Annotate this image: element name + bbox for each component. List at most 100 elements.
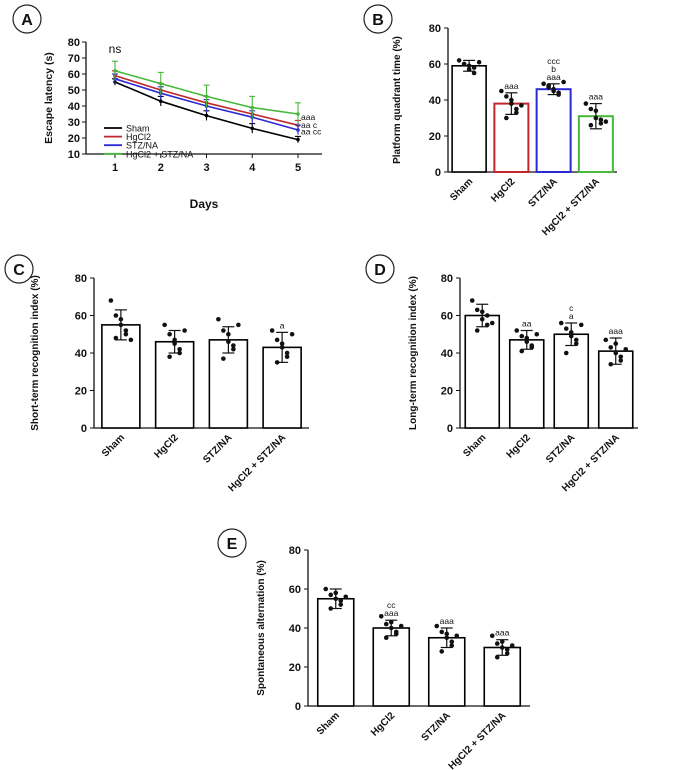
- individual-point: [514, 110, 519, 115]
- bar: [553, 333, 590, 429]
- individual-point: [338, 598, 344, 603]
- individual-point: [118, 322, 124, 328]
- y-tick-label: 20: [429, 131, 441, 143]
- significance-label: aaa: [384, 608, 398, 618]
- panel-label-c: C: [13, 262, 25, 279]
- individual-point: [598, 117, 604, 123]
- individual-point: [494, 641, 500, 646]
- individual-point: [226, 339, 231, 345]
- individual-point: [509, 101, 514, 106]
- x-tick-label: Sham: [448, 176, 475, 203]
- individual-point: [563, 350, 569, 356]
- y-tick-label: 20: [68, 133, 80, 145]
- individual-point: [613, 341, 619, 346]
- individual-point: [388, 619, 394, 625]
- x-axis-title: Days: [190, 197, 219, 211]
- y-tick-label: 0: [447, 423, 453, 435]
- y-tick-label: 40: [289, 623, 301, 635]
- x-tick-label: HgCl2: [153, 432, 182, 461]
- individual-point: [504, 647, 510, 652]
- data-point: [250, 126, 255, 131]
- individual-point: [449, 643, 455, 648]
- y-tick-label: 20: [75, 386, 87, 398]
- individual-point: [608, 361, 614, 367]
- y-axis-title: Platform quadrant time (%): [392, 36, 403, 164]
- bar: [464, 314, 501, 429]
- bar: [427, 636, 466, 707]
- significance-label: aaa: [504, 81, 518, 91]
- significance-label: aa: [522, 319, 532, 329]
- individual-point: [328, 606, 334, 611]
- y-tick-label: 40: [429, 95, 441, 107]
- individual-point: [583, 101, 589, 106]
- individual-point: [474, 307, 480, 313]
- x-tick-label: HgCl2 + STZ/NA: [447, 710, 509, 770]
- significance-label: aaa: [495, 628, 509, 638]
- individual-point: [534, 331, 540, 337]
- individual-point: [274, 360, 280, 365]
- panel-label-circle-b: [363, 4, 393, 34]
- data-point: [158, 99, 163, 103]
- x-tick-label: STZ/NA: [201, 432, 234, 465]
- significance-label: aaa: [547, 72, 561, 82]
- y-axis-title: Long-term recognition index (%): [408, 276, 419, 430]
- y-tick-label: 10: [68, 149, 80, 161]
- significance-label: aaa: [301, 112, 315, 122]
- y-tick-label: 50: [68, 85, 80, 97]
- individual-point: [279, 345, 285, 350]
- individual-point: [269, 328, 275, 333]
- individual-point: [484, 313, 490, 318]
- legend-entry: Sham: [126, 124, 150, 134]
- bar: [372, 627, 411, 707]
- individual-point: [398, 623, 404, 629]
- data-point: [296, 112, 300, 116]
- individual-point: [378, 614, 384, 619]
- individual-point: [172, 341, 177, 346]
- individual-point: [598, 121, 604, 126]
- individual-point: [162, 322, 167, 328]
- x-tick-label: HgCl2 + STZ/NA: [226, 432, 288, 494]
- data-point: [204, 94, 209, 99]
- y-tick-label: 60: [289, 584, 301, 596]
- individual-point: [484, 322, 490, 328]
- y-tick-label: 80: [429, 23, 441, 35]
- individual-point: [123, 331, 129, 337]
- individual-point: [172, 337, 177, 343]
- y-tick-label: 40: [75, 348, 87, 360]
- individual-point: [226, 331, 231, 337]
- y-tick-label: 80: [441, 273, 453, 285]
- significance-label: aa c: [301, 120, 318, 130]
- y-axis-title: Spontaneous alternation (%): [256, 560, 267, 696]
- individual-point: [461, 61, 467, 67]
- y-tick-label: 30: [68, 117, 80, 129]
- individual-point: [439, 649, 445, 654]
- individual-point: [466, 67, 472, 72]
- individual-point: [236, 322, 241, 328]
- bar: [101, 324, 141, 429]
- significance-label: aaa: [589, 92, 603, 102]
- individual-point: [108, 298, 114, 303]
- individual-point: [608, 345, 614, 350]
- y-tick-label: 0: [295, 701, 301, 713]
- bar: [208, 339, 249, 429]
- individual-point: [573, 337, 579, 343]
- individual-point: [177, 346, 182, 352]
- panel-label-d: D: [374, 262, 386, 279]
- panel-label-circle-a: [12, 4, 42, 34]
- panel-label-circle-e: [217, 528, 247, 558]
- individual-point: [479, 309, 485, 315]
- individual-point: [563, 326, 569, 331]
- individual-point: [444, 635, 450, 641]
- individual-point: [519, 333, 525, 339]
- individual-point: [328, 592, 334, 598]
- data-point: [250, 105, 255, 110]
- individual-point: [603, 119, 609, 124]
- individual-point: [514, 106, 519, 112]
- significance-label: a: [569, 311, 574, 321]
- individual-point: [167, 354, 172, 360]
- y-tick-label: 60: [75, 311, 87, 323]
- individual-point: [182, 328, 187, 333]
- individual-point: [469, 298, 475, 303]
- individual-point: [216, 316, 221, 322]
